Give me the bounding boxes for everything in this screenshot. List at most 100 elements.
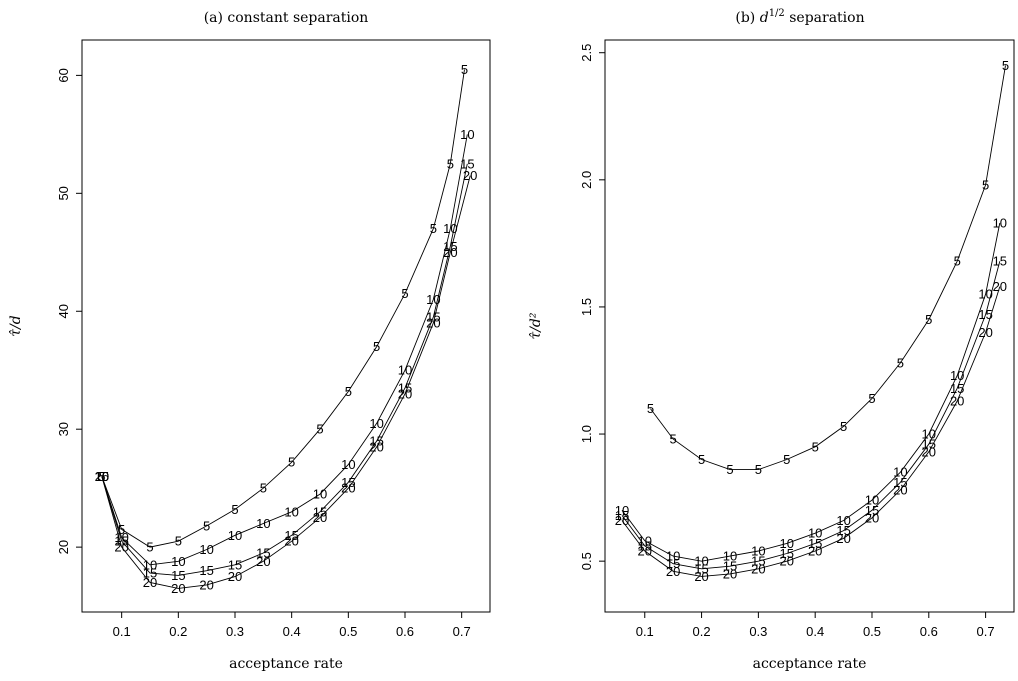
series-point-5: 5 xyxy=(647,401,654,416)
series-point-10: 10 xyxy=(865,493,879,508)
series-point-5: 5 xyxy=(982,177,989,192)
series-point-10: 10 xyxy=(228,528,242,543)
x-tick-label: 0.5 xyxy=(339,624,357,639)
series-point-20: 20 xyxy=(95,469,109,484)
panel-title: (a) constant separation xyxy=(204,10,369,26)
series-point-10: 10 xyxy=(780,536,794,551)
series-point-15: 15 xyxy=(199,563,213,578)
series-point-15: 15 xyxy=(95,469,109,484)
series-point-15: 15 xyxy=(751,554,765,569)
series-point-10: 10 xyxy=(993,216,1007,231)
series-point-20: 20 xyxy=(638,543,652,558)
series-point-5: 5 xyxy=(840,419,847,434)
series-line-5 xyxy=(650,65,1006,471)
series-point-10: 10 xyxy=(808,526,822,541)
series-point-20: 20 xyxy=(426,316,440,331)
series-point-15: 15 xyxy=(638,538,652,553)
x-tick-label: 0.6 xyxy=(396,624,414,639)
y-tick-label: 40 xyxy=(56,304,71,318)
series-line-5 xyxy=(101,69,465,548)
series-point-15: 15 xyxy=(369,433,383,448)
series-point-10: 10 xyxy=(751,543,765,558)
series-line-10 xyxy=(621,222,1001,562)
series-point-10: 10 xyxy=(460,127,474,142)
series-point-20: 20 xyxy=(723,566,737,581)
series-point-10: 10 xyxy=(256,516,270,531)
series-point-15: 15 xyxy=(171,568,185,583)
series-point-20: 20 xyxy=(751,561,765,576)
series-point-10: 10 xyxy=(978,287,992,302)
series-point-5: 5 xyxy=(812,439,819,454)
series-point-10: 10 xyxy=(369,416,383,431)
series-point-15: 15 xyxy=(615,508,629,523)
series-point-5: 5 xyxy=(755,462,762,477)
series-point-15: 15 xyxy=(460,156,474,171)
series-point-15: 15 xyxy=(836,523,850,538)
y-axis-label: τ̂/d² xyxy=(528,312,544,339)
series-point-20: 20 xyxy=(313,510,327,525)
x-tick-label: 0.4 xyxy=(283,624,301,639)
y-tick-label: 50 xyxy=(56,186,71,200)
x-axis-label: acceptance rate xyxy=(229,656,343,672)
x-tick-label: 0.7 xyxy=(453,624,471,639)
x-tick-label: 0.4 xyxy=(806,624,824,639)
series-point-20: 20 xyxy=(615,513,629,528)
x-tick-label: 0.5 xyxy=(863,624,881,639)
series-line-20 xyxy=(101,175,471,589)
series-point-15: 15 xyxy=(256,546,270,561)
title-exponent: 1/2 xyxy=(769,8,785,19)
series-point-5: 5 xyxy=(868,391,875,406)
series-point-5: 5 xyxy=(98,469,105,484)
series-point-20: 20 xyxy=(341,481,355,496)
series-point-10: 10 xyxy=(694,554,708,569)
series-point-20: 20 xyxy=(893,482,907,497)
title-symbol: d xyxy=(760,10,769,26)
series-point-5: 5 xyxy=(897,355,904,370)
series-point-20: 20 xyxy=(114,540,128,555)
series-point-10: 10 xyxy=(666,549,680,564)
series-point-15: 15 xyxy=(341,475,355,490)
x-tick-label: 0.6 xyxy=(920,624,938,639)
title-suffix: separation xyxy=(785,10,865,26)
plot-frame xyxy=(604,39,1015,613)
series-line-10 xyxy=(101,134,468,566)
y-axis-label: τ̂/d xyxy=(8,315,24,336)
series-point-5: 5 xyxy=(430,221,437,236)
series-point-5: 5 xyxy=(203,518,210,533)
series-line-15 xyxy=(101,163,468,576)
y-tick-label: 2.5 xyxy=(579,44,594,62)
panel-title: (b) d1/2 separation xyxy=(735,8,864,26)
series-point-10: 10 xyxy=(341,457,355,472)
series-point-20: 20 xyxy=(922,444,936,459)
series-point-5: 5 xyxy=(146,540,153,555)
series-point-5: 5 xyxy=(373,339,380,354)
series-point-10: 10 xyxy=(615,503,629,518)
series-point-15: 15 xyxy=(694,561,708,576)
series-point-15: 15 xyxy=(114,534,128,549)
series-point-10: 10 xyxy=(199,542,213,557)
series-point-15: 15 xyxy=(143,566,157,581)
series-point-10: 10 xyxy=(398,363,412,378)
series-point-5: 5 xyxy=(1002,58,1009,73)
series-point-20: 20 xyxy=(228,569,242,584)
series-point-15: 15 xyxy=(284,528,298,543)
series-point-15: 15 xyxy=(228,557,242,572)
series-point-10: 10 xyxy=(638,533,652,548)
series-point-15: 15 xyxy=(426,310,440,325)
series-point-20: 20 xyxy=(443,245,457,260)
series-point-10: 10 xyxy=(284,504,298,519)
series-point-10: 10 xyxy=(723,549,737,564)
series-point-10: 10 xyxy=(893,465,907,480)
series-point-20: 20 xyxy=(780,554,794,569)
series-point-5: 5 xyxy=(316,422,323,437)
series-point-5: 5 xyxy=(726,462,733,477)
series-point-10: 10 xyxy=(171,554,185,569)
series-point-5: 5 xyxy=(260,481,267,496)
series-point-15: 15 xyxy=(993,254,1007,269)
series-point-5: 5 xyxy=(288,455,295,470)
series-point-20: 20 xyxy=(694,569,708,584)
y-tick-label: 1.5 xyxy=(579,298,594,316)
series-point-15: 15 xyxy=(893,475,907,490)
series-point-20: 20 xyxy=(199,577,213,592)
